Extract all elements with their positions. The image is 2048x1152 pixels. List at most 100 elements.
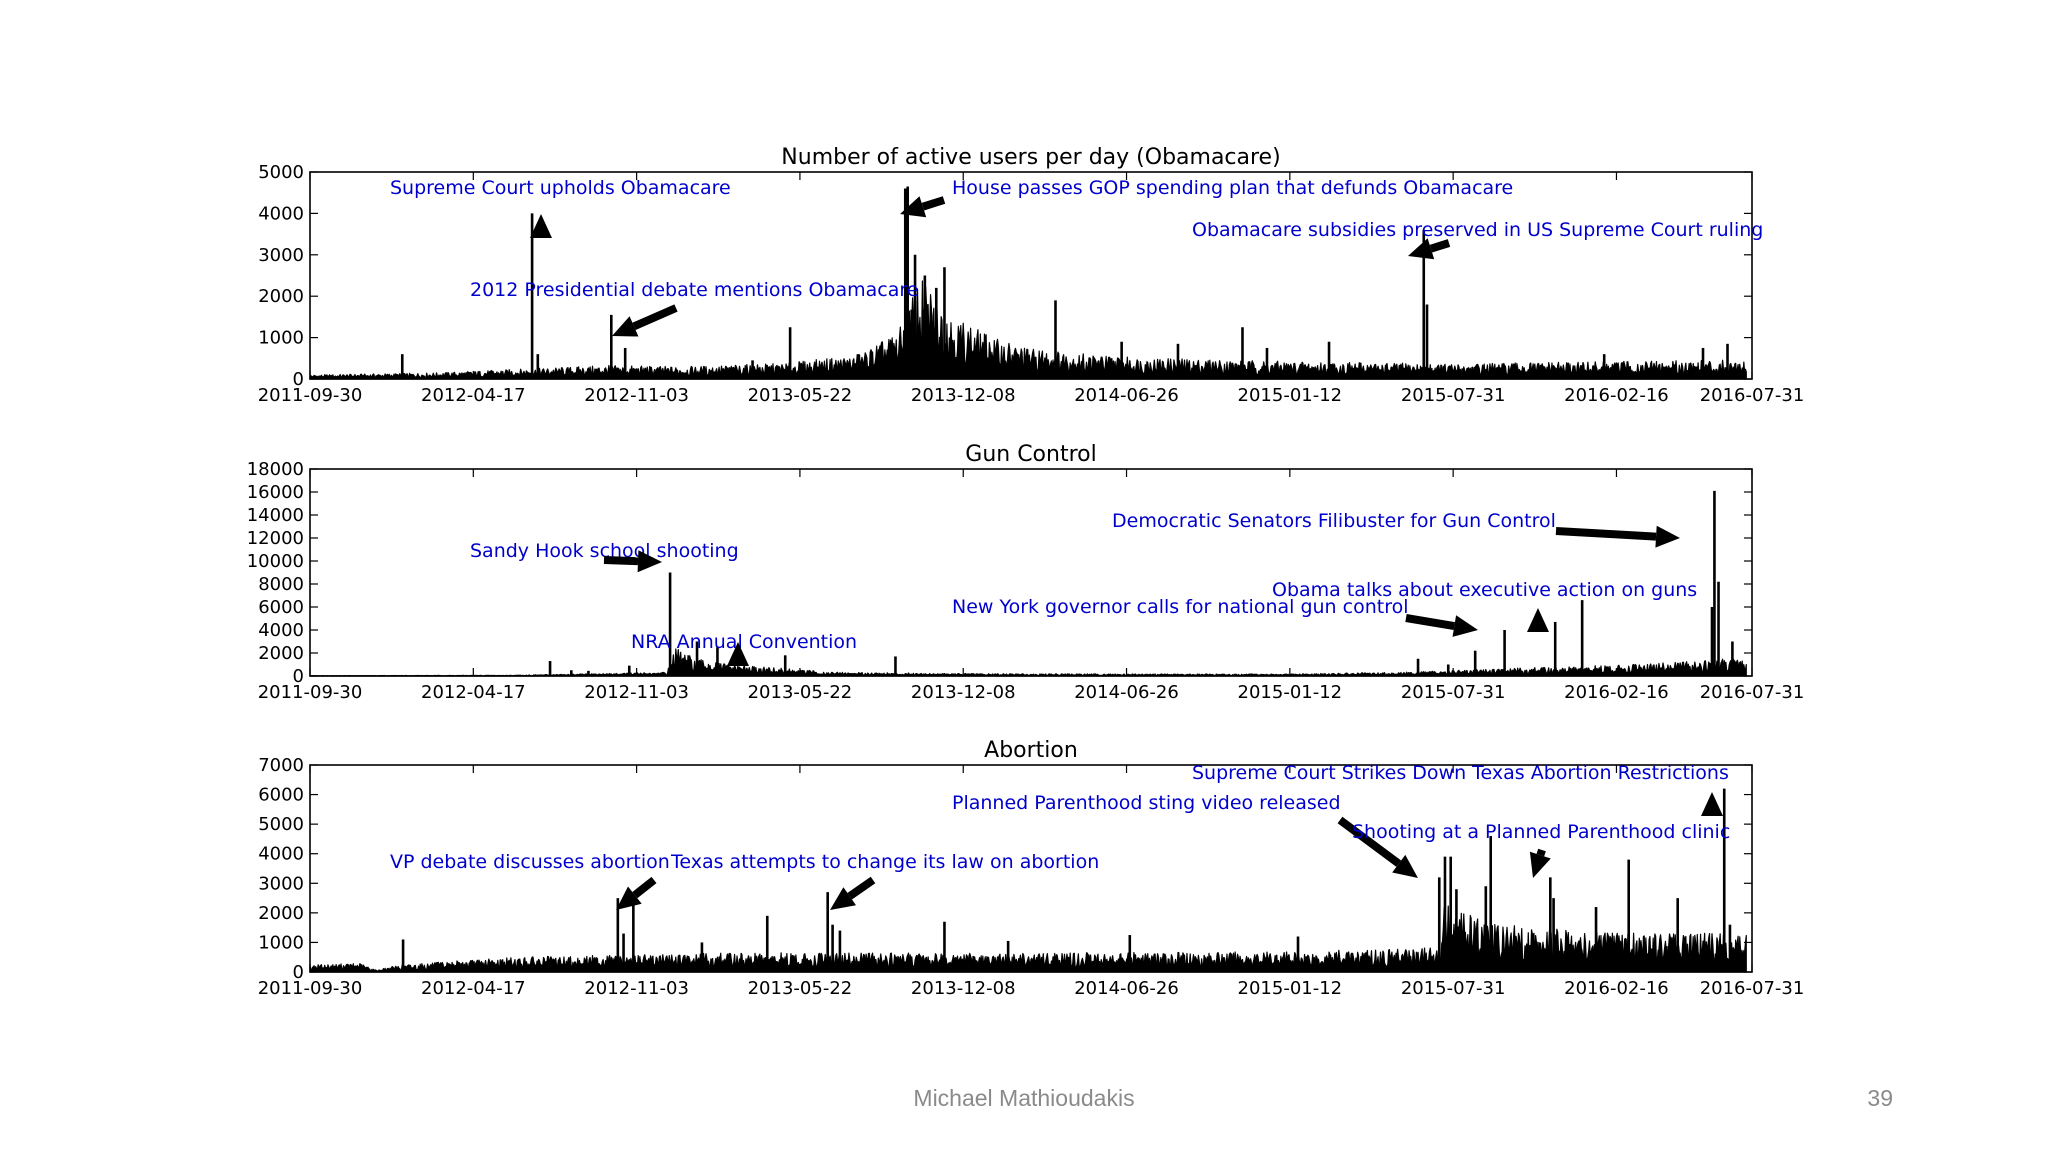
- x-tick-label: 2013-05-22: [748, 385, 853, 406]
- annotation-arrowhead: [1527, 608, 1549, 632]
- plot-frame: [309, 764, 1753, 973]
- annotation-arrowhead: [1529, 851, 1551, 878]
- series-line: [309, 648, 1747, 677]
- annotation-arrowhead: [1408, 238, 1435, 260]
- x-tick-label: 2012-11-03: [584, 385, 689, 406]
- x-tick-label: 2016-02-16: [1564, 682, 1669, 703]
- y-tick-label: 1000: [258, 328, 304, 349]
- x-tick-label: 2011-09-30: [258, 385, 363, 406]
- annotation-arrow: [1429, 239, 1451, 253]
- y-tick-label: 4000: [258, 203, 304, 224]
- x-tick-label: 2013-12-08: [911, 385, 1016, 406]
- y-tick-label: 2000: [258, 643, 304, 664]
- y-tick-label: 4000: [258, 844, 304, 865]
- x-tick-label: 2012-11-03: [584, 682, 689, 703]
- y-tick-label: 0: [293, 962, 304, 983]
- annotation-label: Shooting at a Planned Parenthood clinic: [1352, 821, 1730, 843]
- annotation-arrowhead: [1701, 792, 1723, 816]
- x-tick-label: 2013-12-08: [911, 978, 1016, 999]
- series-line: [309, 280, 1747, 380]
- x-tick-label: 2015-07-31: [1401, 682, 1506, 703]
- chart-panel-1: Number of active users per day (Obamacar…: [258, 145, 1805, 406]
- x-tick-label: 2013-05-22: [748, 978, 853, 999]
- y-tick-label: 3000: [258, 245, 304, 266]
- y-tick-label: 1000: [258, 932, 304, 953]
- annotation-arrow: [603, 556, 639, 566]
- annotation-label: 2012 Presidential debate mentions Obamac…: [470, 279, 918, 301]
- annotation-label: Obamacare subsidies preserved in US Supr…: [1192, 219, 1763, 241]
- annotation-arrowhead: [530, 214, 552, 238]
- y-tick-label: 6000: [258, 785, 304, 806]
- x-tick-label: 2015-07-31: [1401, 385, 1506, 406]
- plot-frame: [309, 171, 1753, 380]
- x-tick-label: 2016-07-31: [1700, 682, 1805, 703]
- x-tick-label: 2015-01-12: [1238, 682, 1343, 703]
- y-tick-label: 4000: [258, 620, 304, 641]
- annotation-arrowhead: [830, 887, 856, 910]
- annotation-arrowhead: [1655, 525, 1680, 548]
- chart-title: Abortion: [984, 738, 1078, 763]
- y-tick-label: 18000: [247, 459, 304, 480]
- y-tick-label: 0: [293, 369, 304, 390]
- x-tick-label: 2015-07-31: [1401, 978, 1506, 999]
- x-tick-label: 2013-12-08: [911, 682, 1016, 703]
- y-tick-label: 5000: [258, 814, 304, 835]
- annotation-label: House passes GOP spending plan that defu…: [952, 177, 1513, 199]
- annotation-arrow: [921, 196, 946, 211]
- annotation-label: Planned Parenthood sting video released: [952, 792, 1341, 814]
- annotation-arrowhead: [727, 642, 749, 666]
- annotation-arrow: [847, 876, 876, 900]
- annotation-arrowhead: [1452, 615, 1478, 637]
- annotation-label: VP debate discusses abortion: [390, 851, 670, 873]
- x-tick-label: 2016-07-31: [1700, 978, 1805, 999]
- x-tick-label: 2014-06-26: [1074, 682, 1179, 703]
- annotation-arrowhead: [1392, 854, 1418, 878]
- annotation-label: Sandy Hook school shooting: [470, 540, 739, 562]
- x-tick-label: 2015-01-12: [1238, 978, 1343, 999]
- annotation-label: New York governor calls for national gun…: [952, 596, 1409, 618]
- annotation-label: Supreme Court upholds Obamacare: [390, 177, 731, 199]
- annotation-arrow: [1337, 816, 1402, 867]
- footer-author: Michael Mathioudakis: [913, 1085, 1135, 1111]
- chart-title: Number of active users per day (Obamacar…: [781, 145, 1280, 170]
- y-tick-label: 14000: [247, 505, 304, 526]
- y-tick-label: 6000: [258, 597, 304, 618]
- y-tick-label: 3000: [258, 873, 304, 894]
- annotation-arrowhead: [900, 196, 927, 218]
- x-tick-label: 2014-06-26: [1074, 385, 1179, 406]
- annotation-label: Obama talks about executive action on gu…: [1272, 579, 1697, 601]
- x-tick-label: 2011-09-30: [258, 978, 363, 999]
- annotation-arrow: [1555, 527, 1657, 541]
- x-tick-label: 2012-04-17: [421, 682, 526, 703]
- chart-panel-3: Abortion 0 1000 2000 3000 4000 5000 6000 7000 201…: [258, 738, 1805, 999]
- y-tick-label: 5000: [258, 162, 304, 183]
- y-tick-label: 16000: [247, 482, 304, 503]
- annotation-label: NRA Annual Convention: [631, 631, 857, 653]
- annotation-arrow: [632, 876, 657, 899]
- annotation-arrow: [1405, 614, 1455, 631]
- series-line: [309, 905, 1747, 973]
- annotation-arrowhead: [616, 886, 642, 910]
- plot-frame: [309, 468, 1753, 677]
- x-tick-label: 2016-07-31: [1700, 385, 1805, 406]
- x-tick-label: 2012-11-03: [584, 978, 689, 999]
- y-tick-label: 10000: [247, 551, 304, 572]
- y-tick-label: 2000: [258, 903, 304, 924]
- x-tick-label: 2015-01-12: [1238, 385, 1343, 406]
- y-tick-label: 12000: [247, 528, 304, 549]
- x-tick-label: 2012-04-17: [421, 385, 526, 406]
- page-number: 39: [1867, 1085, 1893, 1111]
- y-tick-label: 0: [293, 666, 304, 687]
- y-tick-label: 7000: [258, 755, 304, 776]
- chart-title: Gun Control: [965, 442, 1096, 467]
- x-tick-label: 2016-02-16: [1564, 978, 1669, 999]
- x-tick-label: 2011-09-30: [258, 682, 363, 703]
- x-tick-label: 2013-05-22: [748, 682, 853, 703]
- chart-panel-2: Gun Control 02000400060008000100001200014…: [247, 442, 1805, 703]
- annotation-arrowhead: [637, 550, 662, 573]
- y-tick-label: 2000: [258, 286, 304, 307]
- x-tick-label: 2014-06-26: [1074, 978, 1179, 999]
- annotation-label: Supreme Court Strikes Down Texas Abortio…: [1192, 762, 1729, 784]
